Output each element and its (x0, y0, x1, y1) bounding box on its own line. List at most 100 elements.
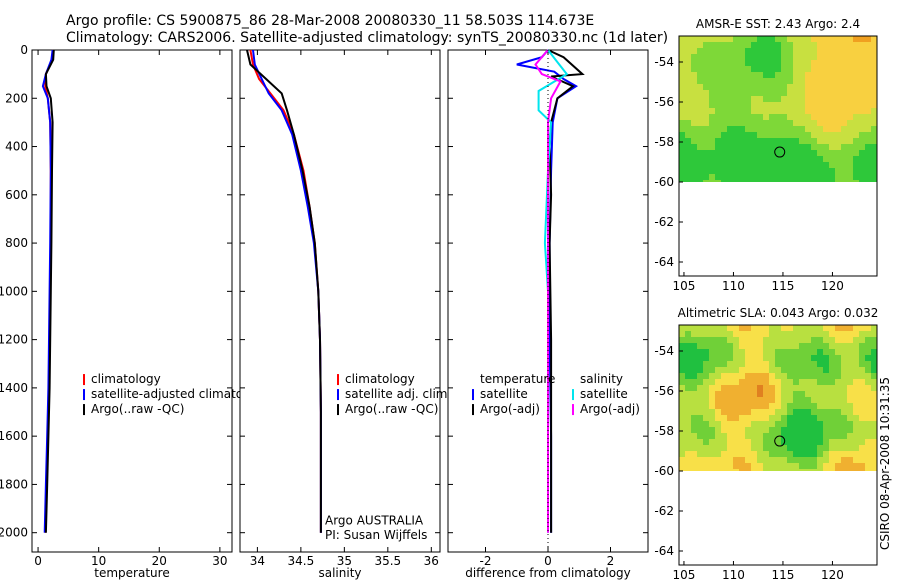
sst-map-cell (739, 48, 745, 54)
sst-map-cell (859, 114, 865, 120)
sla-map-cell (835, 451, 841, 457)
sst-map-cell (697, 108, 703, 114)
sst-map-cell (727, 174, 733, 180)
sst-map-cell (835, 120, 841, 126)
sst-map-cell (823, 72, 829, 78)
sla-map-cell (721, 325, 727, 331)
sst-map-cell (739, 54, 745, 60)
sst-map-cell (853, 162, 859, 168)
sla-map-cell (853, 463, 859, 469)
sla-map-cell (871, 373, 877, 379)
sst-map-cell (715, 120, 721, 126)
sla-map-cell (715, 469, 721, 471)
sst-map-cell (685, 162, 691, 168)
sla-map-cell (745, 451, 751, 457)
salinity-legend-label: satellite adj. clim. (345, 387, 451, 401)
sst-map-cell (847, 42, 853, 48)
sst-map-cell (811, 162, 817, 168)
sla-map-cell (727, 451, 733, 457)
sst-map-cell (823, 66, 829, 72)
sst-map-cell (745, 174, 751, 180)
sst-map-cell (703, 150, 709, 156)
sst-map-cell (871, 102, 877, 108)
sst-map-cell (781, 54, 787, 60)
sla-map-cell (781, 427, 787, 433)
sst-map-cell (739, 72, 745, 78)
sla-map-cell (817, 331, 823, 337)
sst-map-cell (739, 60, 745, 66)
sst-map-cell (781, 78, 787, 84)
sla-map-cell (685, 355, 691, 361)
sst-map-cell (817, 102, 823, 108)
sst-map-cell (715, 72, 721, 78)
sla-map-cell (685, 415, 691, 421)
sla-map-cell (727, 349, 733, 355)
sst-map-cell (865, 126, 871, 132)
sla-map-cell (829, 373, 835, 379)
sst-map-cell (775, 60, 781, 66)
sla-map-cell (709, 439, 715, 445)
sla-map-cell (841, 469, 847, 471)
sla-map-cell (739, 445, 745, 451)
sst-map-cell (703, 132, 709, 138)
sst-map-cell (709, 84, 715, 90)
sla-map-cell (811, 355, 817, 361)
sla-map-cell (775, 361, 781, 367)
temperature-ytick-label: 1200 (0, 333, 28, 347)
sst-map-cell (769, 60, 775, 66)
sst-map-cell (697, 78, 703, 84)
sst-map-cell (841, 78, 847, 84)
sla-map-cell (847, 379, 853, 385)
sst-map-cell (679, 84, 685, 90)
sst-map-cell (709, 114, 715, 120)
sst-map-cell (835, 48, 841, 54)
sst-map-cell (781, 150, 787, 156)
sst-map-cell (853, 42, 859, 48)
sst-map-cell (865, 174, 871, 180)
sst-map-cell (817, 132, 823, 138)
sla-map-cell (865, 325, 871, 331)
sst-map-cell (865, 114, 871, 120)
sla-map-cell (847, 421, 853, 427)
sla-map-cell (841, 349, 847, 355)
sla-map-cell (793, 355, 799, 361)
sst-map-cell (709, 138, 715, 144)
difference-legend-header-temperature: temperature (480, 372, 555, 386)
sst-map-cell (727, 36, 733, 42)
sla-map-cell (823, 397, 829, 403)
sla-map-cell (703, 457, 709, 463)
temperature-xtick-label: 30 (212, 554, 227, 568)
sst-map-cell (835, 114, 841, 120)
sst-map-cell (679, 150, 685, 156)
sla-map-cell (697, 451, 703, 457)
sst-map-cell (745, 72, 751, 78)
sst-map-cell (793, 60, 799, 66)
sst-map-cell (745, 102, 751, 108)
sst-map-cell (679, 108, 685, 114)
sst-map-cell (757, 36, 763, 42)
sst-map-cell (817, 42, 823, 48)
sla-map-cell (721, 403, 727, 409)
sla-map-cell (745, 415, 751, 421)
sla-map-cell (805, 379, 811, 385)
sla-map-cell (769, 337, 775, 343)
sst-map-cell (733, 36, 739, 42)
sla-map-cell (817, 439, 823, 445)
sst-map-cell (733, 66, 739, 72)
sla-map-cell (757, 457, 763, 463)
sst-map-cell (865, 156, 871, 162)
sla-map-cell (769, 427, 775, 433)
sla-map-cell (859, 367, 865, 373)
sla-map-cell (805, 469, 811, 471)
sla-map-cell (805, 343, 811, 349)
sst-map-cell (781, 174, 787, 180)
sst-map-cell (787, 174, 793, 180)
sst-map-cell (871, 66, 877, 72)
sla-map-cell (691, 427, 697, 433)
sla-map-cell (715, 331, 721, 337)
sst-map-cell (847, 102, 853, 108)
sst-map-cell (817, 90, 823, 96)
sla-map-cell (865, 409, 871, 415)
sst-map-cell (685, 96, 691, 102)
sst-map-cell (721, 144, 727, 150)
